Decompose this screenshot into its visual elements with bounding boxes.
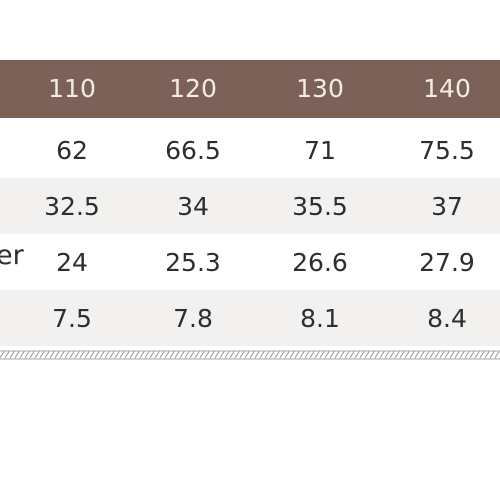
table-cell: 27.9 xyxy=(419,248,475,277)
header-cell: 110 xyxy=(48,74,96,103)
header-cell: 120 xyxy=(169,74,217,103)
hatched-divider xyxy=(0,350,500,360)
table-row: 7.5 7.8 8.1 8.4 xyxy=(0,290,500,346)
table-cell: 26.6 xyxy=(292,248,348,277)
table-cell: 66.5 xyxy=(165,136,221,165)
header-row: 110 120 130 140 xyxy=(0,60,500,118)
table-cell: 8.1 xyxy=(300,304,340,333)
table-cell: 8.4 xyxy=(427,304,467,333)
table-cell: 37 xyxy=(431,192,463,221)
table-cell: 75.5 xyxy=(419,136,475,165)
table-cell: 7.5 xyxy=(52,304,92,333)
table-row: 32.5 34 35.5 37 xyxy=(0,178,500,234)
table-cell: 25.3 xyxy=(165,248,221,277)
header-cell: 140 xyxy=(423,74,471,103)
row-label: er xyxy=(0,240,24,271)
table-cell: 24 xyxy=(56,248,88,277)
table-cell: 7.8 xyxy=(173,304,213,333)
table-row: 24 25.3 26.6 27.9 er xyxy=(0,234,500,290)
table-cell: 35.5 xyxy=(292,192,348,221)
table-cell: 62 xyxy=(56,136,88,165)
table-cell: 32.5 xyxy=(44,192,100,221)
table-cell: 71 xyxy=(304,136,336,165)
table-cell: 34 xyxy=(177,192,209,221)
table-row: 62 66.5 71 75.5 xyxy=(0,122,500,178)
header-cell: 130 xyxy=(296,74,344,103)
